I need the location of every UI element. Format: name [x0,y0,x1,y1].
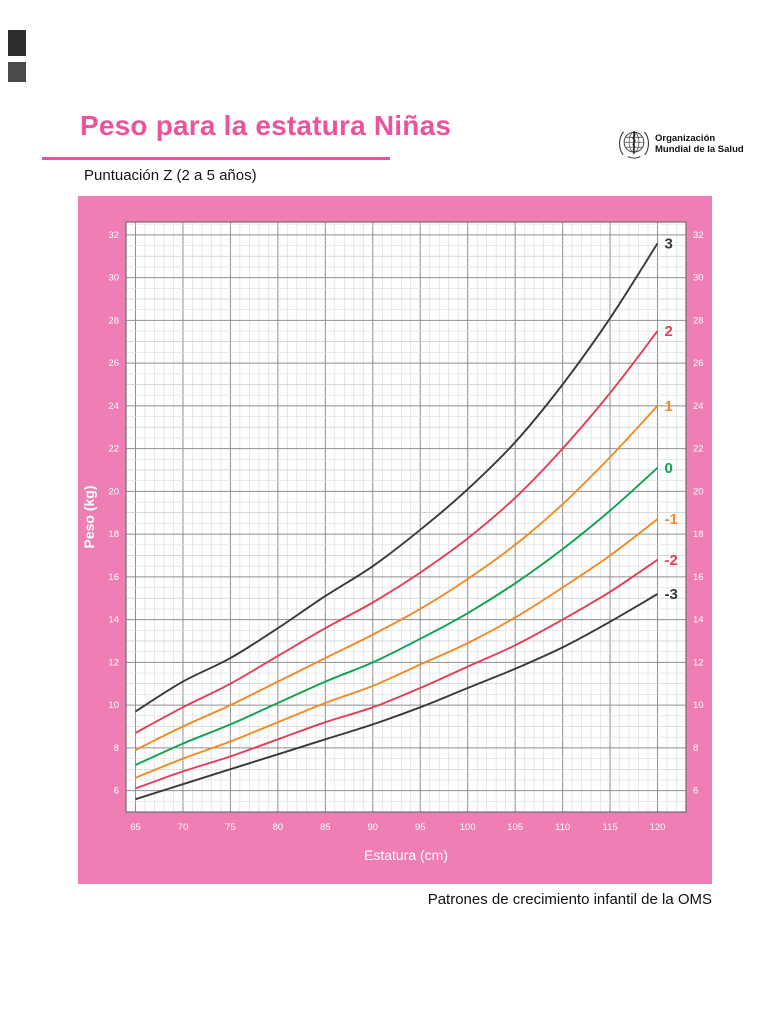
y-tick-left: 28 [108,315,119,326]
curve-z2 [135,330,659,734]
x-tick: 75 [225,822,236,833]
y-tick-left: 8 [114,743,119,754]
y-tick-left: 20 [108,486,119,497]
x-axis-title: Estatura (cm) [364,847,448,863]
curve-label-z-1: -1 [665,511,678,528]
who-logo: Organización Mundial de la Salud [616,126,744,162]
gridlines [125,222,687,813]
y-tick-left: 22 [108,444,119,455]
x-tick: 110 [555,822,570,833]
curve-label-z2: 2 [665,323,673,340]
y-tick-right: 16 [693,572,704,583]
y-tick-left: 12 [108,657,119,668]
y-tick-left: 18 [108,529,119,540]
y-tick-right: 10 [693,700,704,711]
y-tick-right: 24 [693,401,704,412]
page-title: Peso para la estatura Niñas [80,110,452,141]
y-tick-right: 20 [693,486,704,497]
x-tick: 90 [367,822,378,833]
x-tick: 115 [602,822,617,833]
curve-label-z-3: -3 [665,586,678,603]
curve-z-3 [135,593,658,801]
x-tick: 65 [130,822,141,833]
y-tick-right: 32 [693,230,704,241]
y-tick-right: 14 [693,615,704,626]
y-tick-right: 22 [693,444,704,455]
x-tick: 70 [178,822,189,833]
y-tick-left: 24 [108,401,119,412]
curve-z-2 [135,559,659,790]
y-tick-left: 32 [108,230,119,241]
who-logo-line1: Organización [655,132,716,144]
footer-note: Patrones de crecimiento infantil de la O… [427,891,712,908]
curve-label-z0: 0 [665,460,673,477]
y-axis-title: Peso (kg) [81,485,97,548]
y-tick-right: 26 [693,358,704,369]
x-tick: 105 [507,822,523,833]
chart-panel: 3 2 1 0 -1 -2 -3 6 6 8 8 10 10 12 12 14 14 16 16 18 18 20 20 22… [78,196,712,884]
page-mark-bottom [8,62,26,82]
who-logo-text: Organización Mundial de la Salud [655,133,744,156]
y-tick-left: 30 [108,273,119,284]
y-tick-right: 12 [693,657,704,668]
curve-z0 [135,467,659,766]
plot-border [125,221,687,813]
curve-label-z1: 1 [665,398,673,415]
page-subtitle: Puntuación Z (2 a 5 años) [84,167,257,184]
x-tick: 85 [320,822,331,833]
y-tick-right: 30 [693,273,704,284]
y-tick-right: 28 [693,315,704,326]
who-emblem-icon [619,130,649,159]
y-tick-right: 6 [693,786,698,797]
x-tick: 100 [460,822,476,833]
curve-label-z3: 3 [665,235,673,252]
x-tick: 80 [273,822,284,833]
page-mark-top [8,30,26,56]
y-tick-right: 8 [693,743,698,754]
y-tick-left: 16 [108,572,119,583]
y-tick-left: 10 [108,700,119,711]
who-logo-line2: Mundial de la Salud [655,144,744,155]
curve-z1 [135,405,659,751]
y-tick-left: 6 [114,786,119,797]
y-tick-right: 18 [693,529,704,540]
y-tick-left: 26 [108,358,119,369]
curve-z3 [134,242,659,713]
x-tick: 120 [650,822,666,833]
curve-label-z-2: -2 [665,552,678,569]
title-underline [42,157,390,160]
x-tick: 95 [415,822,426,833]
curve-z-1 [135,518,659,779]
y-tick-left: 14 [108,615,119,626]
